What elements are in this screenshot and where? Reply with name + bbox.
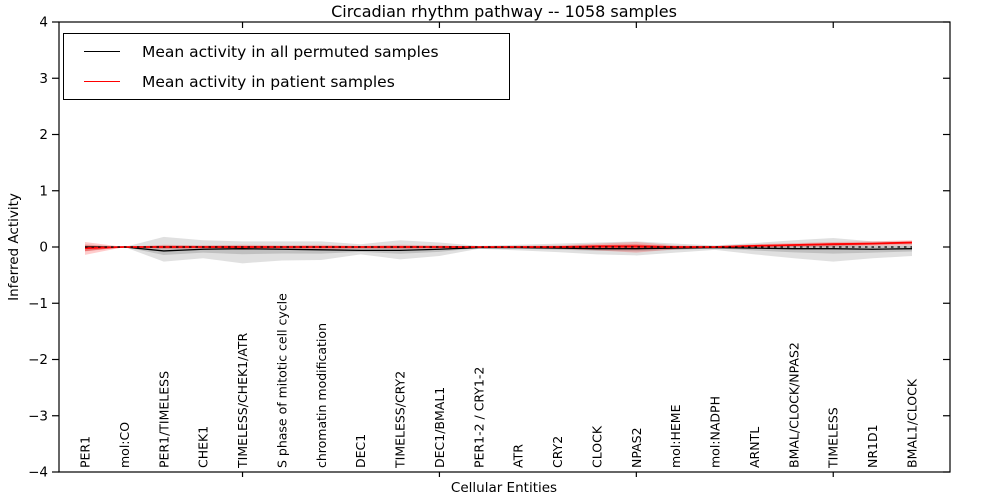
y-tick-label: −2 [28, 352, 48, 368]
x-category-label: S phase of mitotic cell cycle [274, 293, 289, 468]
x-category-label: NR1D1 [865, 424, 880, 468]
patient-line-sample [84, 81, 120, 82]
y-tick-label: 1 [39, 183, 48, 199]
y-tick-label: 3 [39, 71, 48, 87]
x-category-label: mol:NADPH [708, 396, 723, 468]
y-tick-label: −1 [28, 296, 48, 312]
x-category-label: CHEK1 [196, 426, 211, 468]
legend-item-permuted: Mean activity in all permuted samples [74, 39, 499, 64]
x-category-label: TIMELESS/CHEK1/ATR [235, 332, 250, 469]
y-tick-label: −4 [28, 465, 48, 481]
x-category-label: BMAL/CLOCK/NPAS2 [786, 342, 801, 468]
permuted-line-sample [84, 51, 120, 52]
x-category-label: DEC1 [353, 434, 368, 468]
legend: Mean activity in all permuted samples Me… [63, 33, 510, 100]
legend-label-permuted: Mean activity in all permuted samples [142, 42, 439, 61]
x-category-label: mol:HEME [668, 404, 683, 468]
x-category-label: PER1/TIMELESS [156, 371, 171, 468]
x-category-label: TIMELESS/CRY2 [393, 371, 408, 469]
x-category-label: PER1 [78, 436, 93, 468]
chart-title: Circadian rhythm pathway -- 1058 samples [331, 2, 677, 21]
permuted-band-outer [85, 236, 912, 264]
x-category-label: chromatin modification [314, 323, 329, 468]
x-category-label: NPAS2 [629, 427, 644, 468]
y-axis-label: Inferred Activity [6, 193, 22, 301]
legend-item-patient: Mean activity in patient samples [74, 69, 499, 94]
x-axis-label: Cellular Entities [450, 480, 558, 496]
x-category-label: TIMELESS [826, 407, 841, 469]
legend-label-patient: Mean activity in patient samples [142, 72, 395, 91]
x-category-label: ATR [511, 444, 526, 468]
y-tick-label: 4 [39, 15, 48, 31]
x-category-label: ARNTL [747, 427, 762, 468]
x-category-label: DEC1/BMAL1 [432, 387, 447, 468]
x-category-label: PER1-2 / CRY1-2 [471, 367, 486, 468]
y-tick-label: 0 [39, 240, 48, 256]
x-category-label: BMAL1/CLOCK [905, 378, 920, 468]
y-tick-label: −3 [28, 408, 48, 424]
y-tick-label: 2 [39, 127, 48, 143]
x-category-label: CLOCK [589, 425, 604, 468]
x-category-label: mol:CO [117, 422, 132, 468]
x-category-label: CRY2 [550, 436, 565, 468]
